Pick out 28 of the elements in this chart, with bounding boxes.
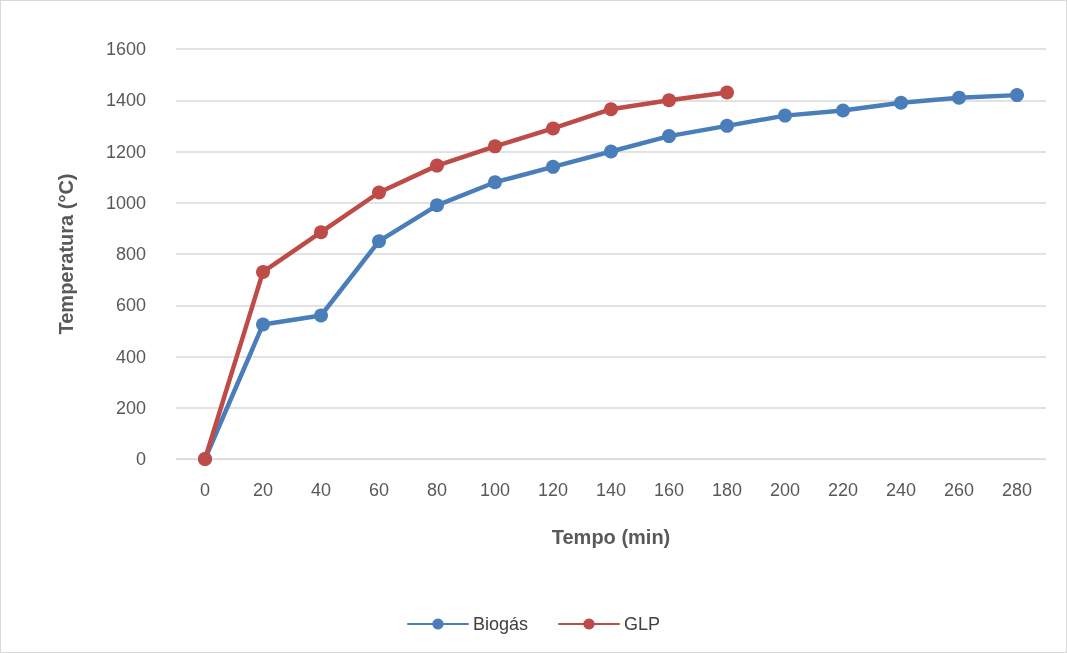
legend-label: GLP (624, 614, 661, 634)
x-tick-label: 120 (537, 480, 569, 500)
x-axis-title: Tempo (min) (551, 526, 671, 548)
x-tick-label: 160 (653, 480, 685, 500)
y-axis-title: Temperatura (°C) (55, 173, 77, 335)
x-tick-label: 20 (252, 480, 274, 500)
x-tick-label: 280 (1001, 480, 1033, 500)
x-tick-label: 0 (199, 480, 211, 500)
x-tick-label: 40 (310, 480, 332, 500)
x-tick-label: 260 (943, 480, 975, 500)
y-tick-label: 1400 (105, 90, 146, 111)
x-tick-label: 180 (711, 480, 743, 500)
y-tick-label: 1600 (105, 39, 146, 59)
x-tick-label: 200 (769, 480, 801, 500)
y-tick-label: 400 (115, 346, 146, 367)
legend-label: Biogás (472, 614, 529, 634)
y-tick-label: 0 (135, 449, 146, 469)
y-tick-label: 1200 (105, 141, 146, 162)
x-tick-label: 80 (426, 480, 448, 500)
y-tick-label: 1000 (105, 192, 146, 213)
y-tick-label: 200 (115, 397, 146, 418)
y-tick-label: 800 (115, 244, 146, 264)
x-tick-label: 220 (827, 480, 859, 500)
x-tick-label: 240 (885, 480, 917, 500)
x-tick-label: 100 (479, 480, 511, 500)
y-tick-label: 600 (115, 295, 146, 316)
x-tick-label: 60 (368, 480, 390, 500)
x-tick-label: 140 (595, 480, 627, 500)
